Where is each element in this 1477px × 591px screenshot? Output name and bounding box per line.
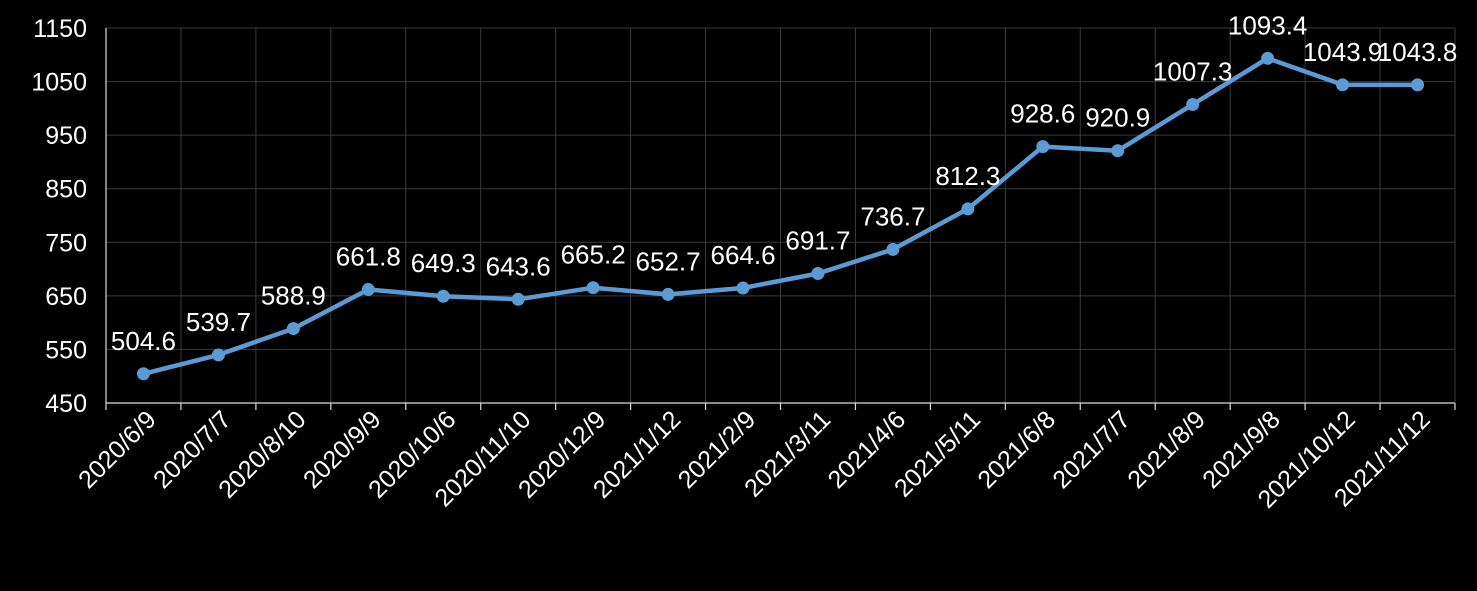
series-path: [142, 56, 1418, 376]
y-tick-label: 950: [45, 122, 87, 150]
data-label: 661.8: [336, 242, 401, 272]
y-tick-label: 1050: [31, 69, 87, 97]
y-tick-label: 650: [45, 283, 87, 311]
data-label: 928.6: [1010, 99, 1075, 129]
y-axis-ticks: 450 550 650 750 850 950 1050 1150: [31, 15, 87, 418]
data-point: [886, 242, 900, 256]
data-label: 1093.4: [1228, 10, 1308, 40]
data-label: 665.2: [561, 240, 626, 270]
data-point: [436, 289, 450, 303]
data-point: [661, 287, 675, 301]
data-label: 643.6: [486, 251, 551, 281]
data-label: 504.6: [111, 326, 176, 356]
axes: [105, 28, 1456, 410]
y-tick-label: 850: [45, 176, 87, 204]
data-point: [961, 202, 975, 216]
data-point: [1261, 51, 1275, 65]
x-tick-label: 2021/6/8: [972, 405, 1061, 494]
data-label: 588.9: [261, 281, 326, 311]
data-label: 812.3: [935, 161, 1000, 191]
data-point: [1411, 78, 1425, 92]
y-tick-label: 550: [45, 336, 87, 364]
data-point: [1111, 144, 1125, 158]
x-tick-label: 2021/7/7: [1047, 405, 1136, 494]
data-label: 736.7: [860, 201, 925, 231]
data-point: [1036, 140, 1050, 154]
grid: [106, 27, 1456, 403]
x-tick-label: 2021/8/9: [1122, 405, 1211, 494]
data-labels: 504.6 539.7 588.9 661.8 649.3 643.6 665.2 652.7…: [111, 10, 1457, 355]
y-tick-label: 1150: [33, 15, 87, 43]
data-point: [1186, 97, 1200, 111]
data-point: [136, 367, 150, 381]
y-tick-label: 750: [45, 229, 87, 257]
data-label: 920.9: [1085, 103, 1150, 133]
series-line: [142, 56, 1418, 376]
data-label: 649.3: [411, 248, 476, 278]
data-point: [811, 267, 825, 281]
data-label: 664.6: [710, 240, 775, 270]
data-point: [1336, 78, 1350, 92]
data-points: [136, 51, 1425, 381]
data-label: 652.7: [636, 246, 701, 276]
x-tick-label: 2020/6/9: [73, 405, 162, 494]
data-point: [736, 281, 750, 295]
data-point: [511, 292, 525, 306]
data-point: [286, 322, 300, 336]
x-axis-ticks: 2020/6/92020/7/72020/8/102020/9/92020/10…: [73, 405, 1436, 513]
data-label: 691.7: [785, 226, 850, 256]
data-point: [211, 348, 225, 362]
data-label: 1043.8: [1378, 37, 1458, 67]
data-label: 1043.9: [1303, 37, 1383, 67]
data-label: 539.7: [186, 307, 251, 337]
data-label: 1007.3: [1153, 56, 1233, 86]
y-tick-label: 450: [45, 390, 87, 418]
data-point: [586, 281, 600, 295]
data-point: [361, 283, 375, 297]
